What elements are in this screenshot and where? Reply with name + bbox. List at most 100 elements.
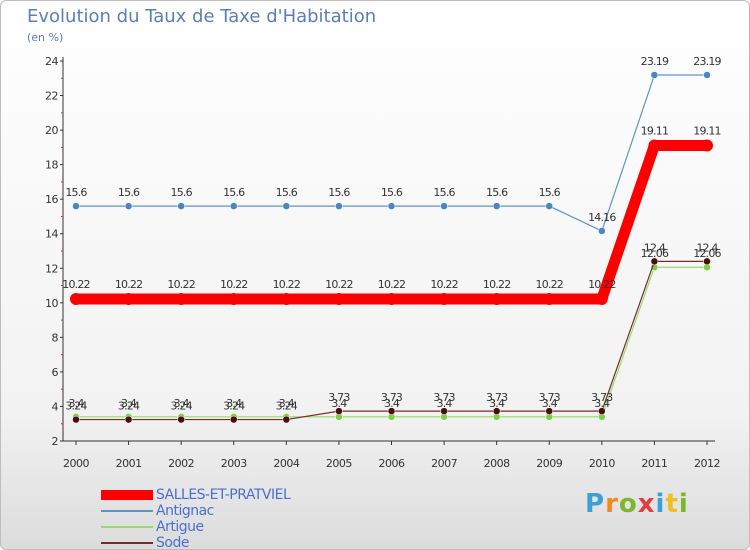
data-label: 3.4 [437,397,453,410]
legend-item: Sode [101,535,290,550]
logo-letter: i [678,489,689,519]
data-label: 12.06 [693,247,721,260]
data-label: 15.6 [171,186,193,199]
chart-legend: SALLES-ET-PRATVIEL Antignac Artigue Sode [101,487,291,550]
logo-letter: o [618,489,638,519]
data-point [438,293,451,306]
data-label: 15.6 [328,186,350,199]
y-tick-label: 22 [45,90,58,103]
legend-label: Antignac [156,503,214,519]
data-point [703,257,711,266]
data-label: 3.4 [226,397,242,410]
data-point [650,71,659,79]
legend-swatch [101,510,153,512]
data-point [72,202,80,210]
y-tick-label: 20 [45,124,58,137]
x-tick-label: 2002 [168,457,194,470]
data-label: 10.22 [62,278,90,291]
data-label: 3.24 [171,400,193,413]
data-label: 3.4 [594,397,610,410]
legend-label: SALLES-ET-PRATVIEL [156,487,291,503]
data-label: 14.16 [588,211,616,224]
data-point [227,293,240,306]
data-label: 15.6 [486,186,508,199]
data-point [387,407,396,415]
data-label: 23.19 [693,55,721,68]
data-point [701,139,713,152]
data-point [545,202,553,210]
data-label: 3.24 [223,400,245,413]
data-label: 15.6 [276,186,298,199]
data-label: 10.22 [378,278,406,291]
data-label: 12.4 [644,241,666,254]
data-point [335,407,343,415]
data-label: 3.4 [384,397,400,410]
data-point [335,202,343,210]
data-label: 3.4 [542,397,558,410]
data-point [650,257,659,266]
data-point [177,415,185,424]
y-tick-label: 12 [45,262,58,275]
data-label: 3.4 [279,397,295,410]
data-label: 3.73 [381,391,403,404]
data-point [175,293,188,306]
data-point [490,293,503,306]
data-point [543,293,556,306]
y-tick-label: 8 [52,331,59,344]
x-tick-label: 2000 [63,457,89,470]
data-point [595,293,608,306]
data-point [124,415,133,424]
data-label: 15.6 [65,186,87,199]
logo-letter: t [665,489,679,519]
y-tick-label: 16 [45,193,58,206]
data-label: 15.6 [118,186,140,199]
data-label: 10.22 [220,278,248,291]
x-tick-label: 2011 [641,457,667,470]
data-point [492,202,501,210]
data-label: 3.73 [486,391,508,404]
data-label: 10.22 [483,278,511,291]
legend-label: Sode [156,535,189,550]
x-tick-label: 2005 [326,457,352,470]
y-tick-label: 2 [52,435,59,448]
data-point [545,407,553,415]
data-label: 3.4 [68,397,84,410]
data-label: 3.4 [174,397,190,410]
data-label: 3.4 [489,397,505,410]
x-tick-label: 2007 [431,457,457,470]
data-point [72,415,80,424]
data-label: 10.22 [115,278,143,291]
x-tick-label: 2008 [484,457,510,470]
data-label: 3.73 [328,391,350,404]
data-point [387,202,396,210]
data-label: 19.11 [693,124,721,137]
data-point [332,293,345,306]
data-label: 3.73 [433,391,455,404]
data-label: 10.22 [167,278,195,291]
logo-letter: P [585,489,606,519]
data-label: 12.4 [696,241,718,254]
data-point [282,202,291,210]
data-label: 10.22 [325,278,353,291]
x-tick-label: 2001 [116,457,142,470]
data-point [230,202,238,210]
legend-swatch [101,542,153,544]
data-point [177,202,185,210]
data-label: 3.4 [121,397,137,410]
data-point [648,139,661,152]
data-point [124,202,133,210]
data-point [598,227,606,235]
data-label: 3.4 [331,397,347,410]
data-label: 10.22 [430,278,458,291]
data-point [282,415,291,424]
x-tick-label: 2004 [273,457,299,470]
x-tick-label: 2003 [221,457,247,470]
legend-label: Artigue [156,519,204,535]
x-tick-label: 2012 [694,457,720,470]
data-point [598,407,606,415]
y-tick-label: 6 [52,366,59,379]
y-tick-label: 24 [45,55,58,68]
x-tick-label: 2010 [589,457,615,470]
data-point [440,202,448,210]
